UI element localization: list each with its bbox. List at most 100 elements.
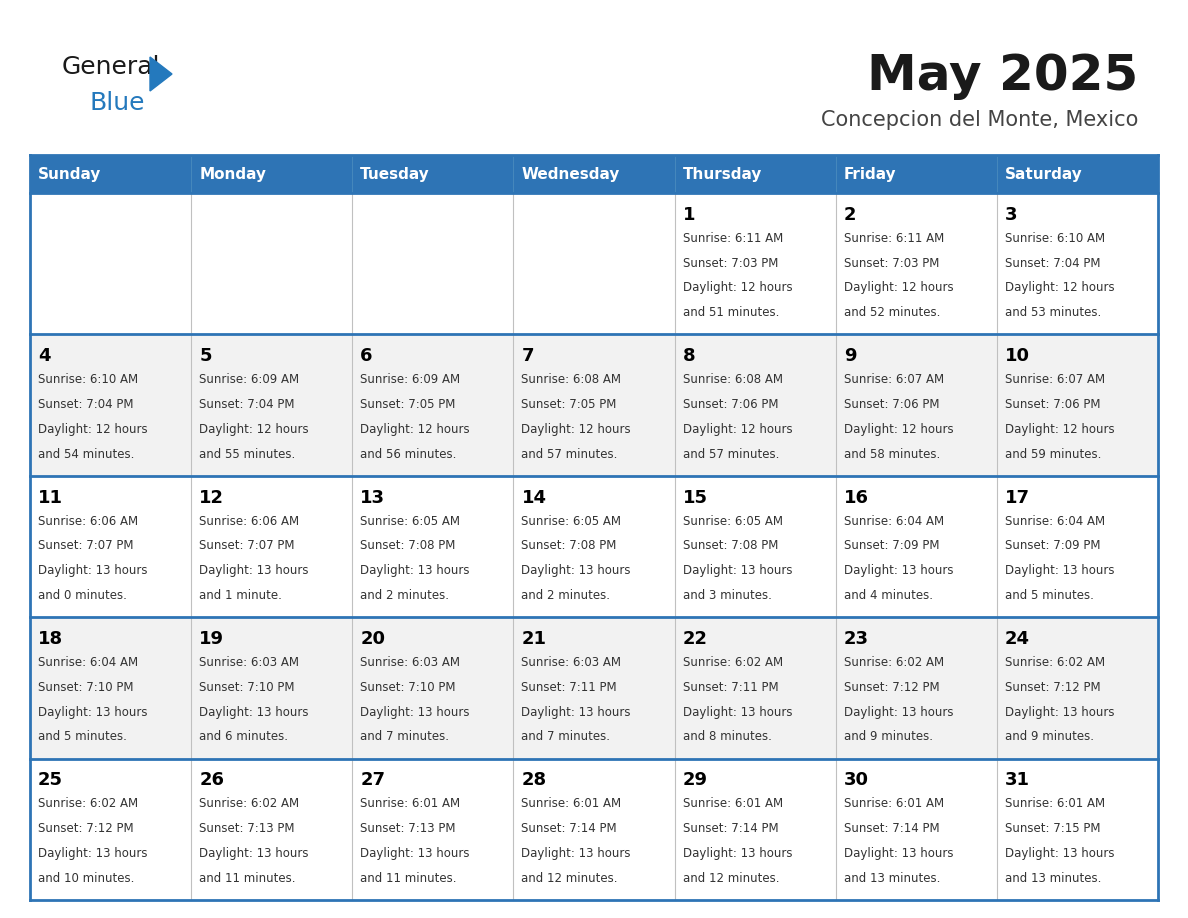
Text: Thursday: Thursday bbox=[683, 166, 762, 182]
Text: Sunrise: 6:05 AM: Sunrise: 6:05 AM bbox=[522, 515, 621, 528]
Text: Sunset: 7:08 PM: Sunset: 7:08 PM bbox=[683, 540, 778, 553]
Text: Sunset: 7:12 PM: Sunset: 7:12 PM bbox=[843, 681, 940, 694]
Text: Sunrise: 6:01 AM: Sunrise: 6:01 AM bbox=[1005, 798, 1105, 811]
Text: Saturday: Saturday bbox=[1005, 166, 1082, 182]
Text: Daylight: 13 hours: Daylight: 13 hours bbox=[360, 847, 469, 860]
Text: Daylight: 13 hours: Daylight: 13 hours bbox=[360, 706, 469, 719]
Bar bbox=[997, 617, 1158, 758]
Text: Daylight: 12 hours: Daylight: 12 hours bbox=[1005, 423, 1114, 436]
Text: Sunset: 7:14 PM: Sunset: 7:14 PM bbox=[522, 823, 617, 835]
Bar bbox=[513, 617, 675, 758]
Bar bbox=[513, 334, 675, 476]
Text: and 8 minutes.: and 8 minutes. bbox=[683, 731, 771, 744]
Text: and 13 minutes.: and 13 minutes. bbox=[1005, 872, 1101, 885]
Bar bbox=[353, 334, 513, 476]
Bar bbox=[353, 193, 513, 334]
Text: 13: 13 bbox=[360, 488, 385, 507]
Bar bbox=[353, 617, 513, 758]
Bar bbox=[30, 758, 191, 900]
Text: Sunrise: 6:04 AM: Sunrise: 6:04 AM bbox=[38, 656, 138, 669]
Text: Sunrise: 6:01 AM: Sunrise: 6:01 AM bbox=[522, 798, 621, 811]
Text: 14: 14 bbox=[522, 488, 546, 507]
Text: Daylight: 12 hours: Daylight: 12 hours bbox=[200, 423, 309, 436]
Text: Daylight: 13 hours: Daylight: 13 hours bbox=[683, 847, 792, 860]
Text: Daylight: 13 hours: Daylight: 13 hours bbox=[200, 847, 309, 860]
Text: Sunrise: 6:02 AM: Sunrise: 6:02 AM bbox=[200, 798, 299, 811]
Text: 12: 12 bbox=[200, 488, 225, 507]
Text: and 57 minutes.: and 57 minutes. bbox=[522, 447, 618, 461]
Bar bbox=[513, 476, 675, 617]
Text: and 0 minutes.: and 0 minutes. bbox=[38, 589, 127, 602]
Text: and 54 minutes.: and 54 minutes. bbox=[38, 447, 134, 461]
Text: Daylight: 13 hours: Daylight: 13 hours bbox=[683, 565, 792, 577]
Text: 6: 6 bbox=[360, 347, 373, 365]
Text: and 58 minutes.: and 58 minutes. bbox=[843, 447, 940, 461]
Text: Sunrise: 6:01 AM: Sunrise: 6:01 AM bbox=[360, 798, 461, 811]
Text: Sunrise: 6:08 AM: Sunrise: 6:08 AM bbox=[683, 374, 783, 386]
Text: Sunset: 7:03 PM: Sunset: 7:03 PM bbox=[843, 257, 940, 270]
Bar bbox=[191, 758, 353, 900]
Text: Sunrise: 6:03 AM: Sunrise: 6:03 AM bbox=[200, 656, 299, 669]
Text: Daylight: 13 hours: Daylight: 13 hours bbox=[1005, 565, 1114, 577]
Bar bbox=[513, 193, 675, 334]
Text: Sunset: 7:05 PM: Sunset: 7:05 PM bbox=[360, 398, 456, 411]
Text: Sunset: 7:10 PM: Sunset: 7:10 PM bbox=[38, 681, 133, 694]
Text: and 57 minutes.: and 57 minutes. bbox=[683, 447, 779, 461]
Text: Daylight: 13 hours: Daylight: 13 hours bbox=[200, 565, 309, 577]
Text: 27: 27 bbox=[360, 771, 385, 789]
Text: Sunset: 7:06 PM: Sunset: 7:06 PM bbox=[683, 398, 778, 411]
Bar bbox=[997, 476, 1158, 617]
Text: 4: 4 bbox=[38, 347, 51, 365]
Text: Sunrise: 6:09 AM: Sunrise: 6:09 AM bbox=[360, 374, 461, 386]
Text: Daylight: 12 hours: Daylight: 12 hours bbox=[683, 282, 792, 295]
Text: Sunrise: 6:01 AM: Sunrise: 6:01 AM bbox=[843, 798, 944, 811]
Text: and 2 minutes.: and 2 minutes. bbox=[522, 589, 611, 602]
Text: Tuesday: Tuesday bbox=[360, 166, 430, 182]
Text: Sunrise: 6:01 AM: Sunrise: 6:01 AM bbox=[683, 798, 783, 811]
Text: Sunset: 7:13 PM: Sunset: 7:13 PM bbox=[200, 823, 295, 835]
Text: Sunrise: 6:02 AM: Sunrise: 6:02 AM bbox=[843, 656, 944, 669]
Text: Blue: Blue bbox=[90, 91, 145, 115]
Text: and 11 minutes.: and 11 minutes. bbox=[360, 872, 457, 885]
Text: Sunset: 7:07 PM: Sunset: 7:07 PM bbox=[200, 540, 295, 553]
Text: 7: 7 bbox=[522, 347, 533, 365]
Text: 17: 17 bbox=[1005, 488, 1030, 507]
Text: Sunrise: 6:10 AM: Sunrise: 6:10 AM bbox=[1005, 232, 1105, 245]
Text: Sunrise: 6:11 AM: Sunrise: 6:11 AM bbox=[843, 232, 944, 245]
Text: Sunrise: 6:04 AM: Sunrise: 6:04 AM bbox=[843, 515, 944, 528]
Text: and 56 minutes.: and 56 minutes. bbox=[360, 447, 456, 461]
Text: and 4 minutes.: and 4 minutes. bbox=[843, 589, 933, 602]
Text: Daylight: 13 hours: Daylight: 13 hours bbox=[683, 706, 792, 719]
Text: 20: 20 bbox=[360, 630, 385, 648]
Text: and 2 minutes.: and 2 minutes. bbox=[360, 589, 449, 602]
Bar bbox=[191, 476, 353, 617]
Text: 15: 15 bbox=[683, 488, 708, 507]
Text: and 59 minutes.: and 59 minutes. bbox=[1005, 447, 1101, 461]
Text: 26: 26 bbox=[200, 771, 225, 789]
Text: Friday: Friday bbox=[843, 166, 897, 182]
Text: and 53 minutes.: and 53 minutes. bbox=[1005, 306, 1101, 319]
Text: Sunrise: 6:09 AM: Sunrise: 6:09 AM bbox=[200, 374, 299, 386]
Text: 10: 10 bbox=[1005, 347, 1030, 365]
Text: Sunset: 7:08 PM: Sunset: 7:08 PM bbox=[522, 540, 617, 553]
Bar bbox=[191, 193, 353, 334]
Text: Sunrise: 6:03 AM: Sunrise: 6:03 AM bbox=[522, 656, 621, 669]
Text: Sunset: 7:09 PM: Sunset: 7:09 PM bbox=[1005, 540, 1100, 553]
Bar bbox=[30, 155, 1158, 193]
Text: Daylight: 13 hours: Daylight: 13 hours bbox=[522, 847, 631, 860]
Text: Sunset: 7:12 PM: Sunset: 7:12 PM bbox=[38, 823, 134, 835]
Text: Sunset: 7:11 PM: Sunset: 7:11 PM bbox=[522, 681, 617, 694]
Text: Wednesday: Wednesday bbox=[522, 166, 620, 182]
Text: Sunrise: 6:06 AM: Sunrise: 6:06 AM bbox=[200, 515, 299, 528]
Text: and 9 minutes.: and 9 minutes. bbox=[1005, 731, 1094, 744]
Text: Daylight: 13 hours: Daylight: 13 hours bbox=[38, 847, 147, 860]
Text: 24: 24 bbox=[1005, 630, 1030, 648]
Text: and 10 minutes.: and 10 minutes. bbox=[38, 872, 134, 885]
Text: 21: 21 bbox=[522, 630, 546, 648]
Bar bbox=[835, 617, 997, 758]
Text: Daylight: 13 hours: Daylight: 13 hours bbox=[522, 706, 631, 719]
Text: May 2025: May 2025 bbox=[867, 52, 1138, 100]
Text: 9: 9 bbox=[843, 347, 857, 365]
Bar bbox=[30, 334, 191, 476]
Text: and 3 minutes.: and 3 minutes. bbox=[683, 589, 771, 602]
